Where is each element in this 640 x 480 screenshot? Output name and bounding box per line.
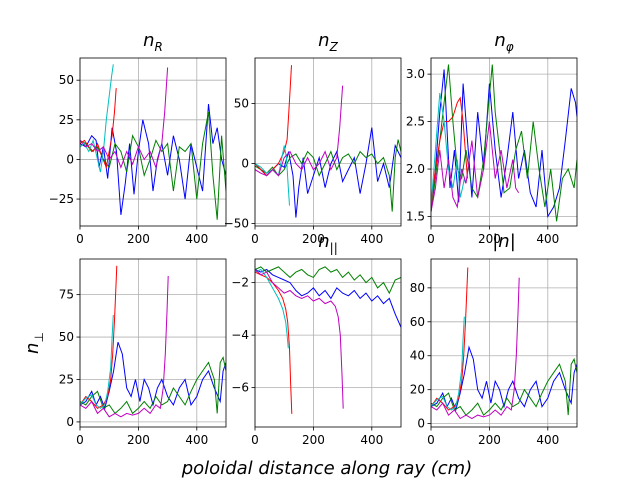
y-tick-label: 2.0	[406, 162, 425, 176]
x-tick-label: 0	[251, 232, 259, 246]
series-line-1	[80, 342, 226, 410]
subplot-6: 0 200 400 0 20 40 60 80 |n|	[410, 231, 578, 447]
x-tick-label: 200	[302, 433, 325, 447]
y-tick-label: 50	[234, 97, 249, 111]
series-line-2	[80, 111, 226, 220]
x-tick-label: 200	[478, 232, 501, 246]
series-line-3	[80, 265, 118, 409]
axes-frame	[430, 258, 578, 428]
y-tick-label: 3.0	[406, 67, 425, 81]
y-tick-label: 0	[417, 417, 425, 431]
x-tick-label: 200	[127, 232, 150, 246]
x-tick-label: 0	[76, 232, 84, 246]
y-tick-label: −6	[231, 381, 249, 395]
y-tick-label: 0	[66, 152, 74, 166]
x-tick-label: 0	[251, 433, 259, 447]
y-tick-label: 0	[66, 415, 74, 429]
x-tick-label: 0	[427, 232, 435, 246]
y-tick-label: 25	[59, 372, 74, 386]
series-line-5	[80, 275, 169, 418]
subplot-5: 0 200 400 −6 −4 −2 n||	[231, 231, 402, 447]
panel-title: |n|	[492, 231, 516, 252]
series-line-2	[255, 266, 401, 295]
y-tick-label: 25	[59, 113, 74, 127]
figure-xlabel: poloidal distance along ray (cm)	[181, 458, 473, 479]
y-tick-label: 50	[59, 73, 74, 87]
x-tick-label: 200	[127, 433, 150, 447]
series-line-2	[80, 356, 226, 415]
x-tick-label: 400	[360, 433, 383, 447]
series-line-3	[431, 96, 468, 208]
panel-title: nR	[143, 30, 163, 54]
x-tick-label: 200	[478, 433, 501, 447]
series-line-4	[80, 314, 114, 409]
series-line-2	[255, 139, 401, 212]
x-tick-label: 400	[360, 232, 383, 246]
panel-ylabel: n⊥	[22, 332, 46, 354]
series-line-4	[80, 64, 114, 173]
series-line-5	[255, 85, 344, 177]
x-tick-label: 200	[302, 232, 325, 246]
panel-title: nφ	[494, 30, 513, 54]
y-tick-label: 40	[410, 349, 425, 363]
y-tick-label: −2	[231, 276, 249, 290]
y-tick-label: 1.5	[406, 210, 425, 224]
subplot-3: 0 200 400 1.5 2.0 2.5 3.0 nφ	[406, 30, 578, 246]
y-tick-label: 75	[59, 288, 74, 302]
series-line-2	[431, 357, 577, 416]
axes-frame	[79, 57, 227, 227]
y-tick-label: 2.5	[406, 115, 425, 129]
y-tick-label: −4	[231, 328, 249, 342]
series-line-4	[255, 268, 289, 349]
series-line-5	[255, 269, 344, 409]
x-tick-label: 0	[76, 433, 84, 447]
series-line-3	[80, 88, 117, 170]
subplot-4: 0 200 400 0 25 50 75 n⊥	[22, 258, 227, 447]
series-line-4	[431, 316, 465, 411]
series-line-1	[431, 345, 577, 412]
panel-title: n||	[318, 231, 338, 255]
y-tick-label: 80	[410, 281, 425, 295]
y-tick-label: −50	[224, 217, 249, 231]
y-tick-label: 60	[410, 315, 425, 329]
axes-frame	[254, 57, 402, 227]
series-line-4	[431, 93, 466, 208]
y-tick-label: −25	[49, 192, 74, 206]
series-line-3	[255, 271, 293, 414]
series-line-2	[431, 64, 577, 222]
y-tick-label: 20	[410, 383, 425, 397]
subplot-1: 0 200 400 −25 0 25 50 nR	[49, 30, 227, 246]
axes-frame	[79, 258, 227, 428]
series-line-5	[80, 67, 169, 170]
y-tick-label: 50	[59, 330, 74, 344]
series-line-3	[255, 65, 292, 177]
series-line-5	[431, 121, 520, 212]
axes-frame	[430, 57, 578, 227]
series-line-1	[255, 268, 401, 328]
x-tick-label: 400	[185, 433, 208, 447]
x-tick-label: 400	[536, 433, 559, 447]
x-tick-label: 400	[536, 232, 559, 246]
x-tick-label: 400	[185, 232, 208, 246]
x-tick-label: 0	[427, 433, 435, 447]
panel-title: nZ	[318, 30, 338, 54]
y-tick-label: 0	[241, 157, 249, 171]
series-line-5	[431, 277, 520, 420]
series-line-3	[431, 267, 469, 411]
axes-frame	[254, 258, 402, 428]
